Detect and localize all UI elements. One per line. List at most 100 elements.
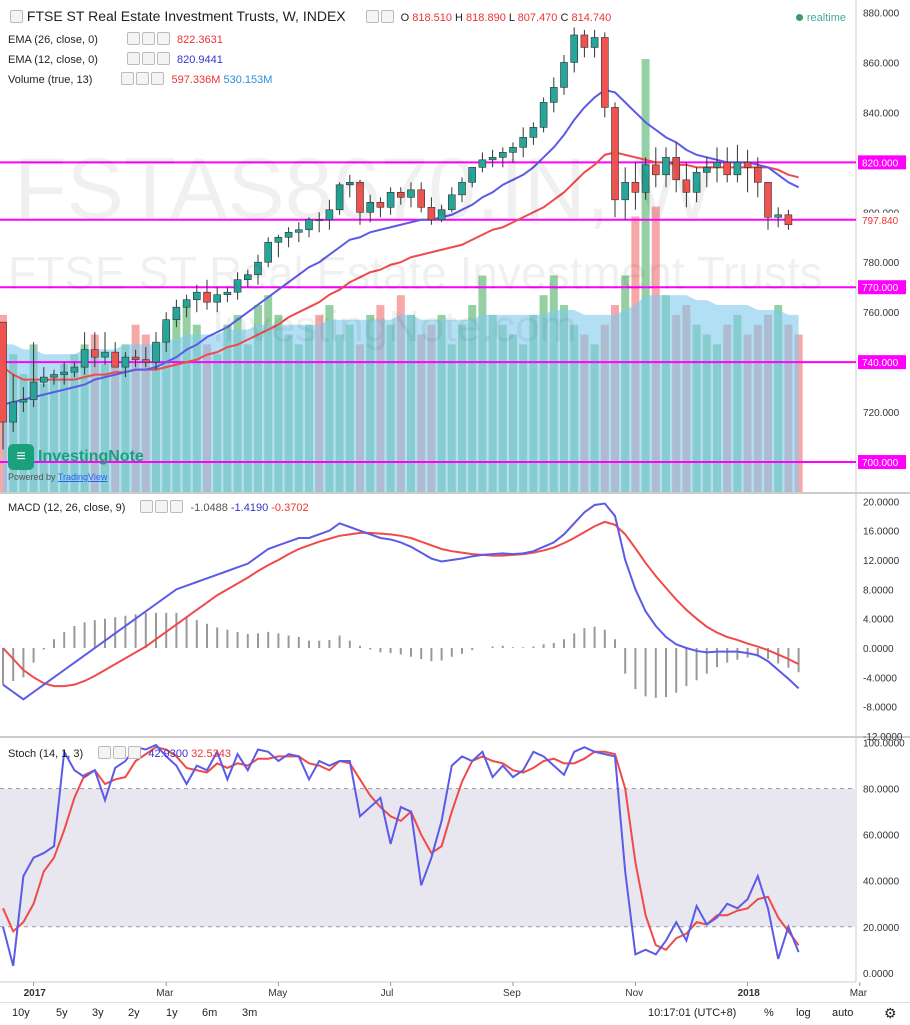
volume-bar <box>641 59 650 492</box>
price-tick-label: 880.000 <box>863 8 900 19</box>
candle-body <box>162 319 170 343</box>
candle-body <box>590 37 599 48</box>
range-3m-button[interactable]: 3m <box>242 1007 258 1019</box>
stoch-tick-label: 100.0000 <box>863 739 905 750</box>
candle-body <box>305 219 313 231</box>
gear-icon[interactable] <box>155 500 169 513</box>
time-tick-label: Sep <box>503 988 521 999</box>
eye-icon[interactable] <box>126 52 140 65</box>
candle-body <box>580 34 589 48</box>
candle-body <box>315 219 324 222</box>
investingnote-logo[interactable]: ≡ InvestingNote Powered by TradingView <box>8 444 144 482</box>
macd-signal-line <box>2 520 800 688</box>
candle-body <box>366 201 375 213</box>
gear-icon[interactable] <box>113 746 127 759</box>
close-icon[interactable] <box>156 32 170 45</box>
range-2y-button[interactable]: 2y <box>128 1007 140 1019</box>
level-label-bg <box>858 280 906 295</box>
candle-body <box>600 37 609 108</box>
level-label-bg <box>858 355 906 370</box>
ema26-legend[interactable]: EMA (26, close, 0) 822.3631 <box>8 32 223 46</box>
candle-body <box>702 167 711 173</box>
ohlc-open: 818.510 <box>412 12 452 24</box>
candle-body <box>345 182 354 186</box>
collapse-icon[interactable] <box>10 10 23 23</box>
ohlc-l-label: L <box>508 12 515 24</box>
candle-body <box>91 349 99 358</box>
ohlc-high: 818.890 <box>466 12 506 24</box>
stoch-d-value: 32.5343 <box>191 748 231 760</box>
powered-prefix: Powered by <box>8 472 58 482</box>
eye-icon[interactable] <box>140 500 154 513</box>
candle-body <box>478 159 487 168</box>
macd-tick-label: -4.0000 <box>863 673 897 684</box>
candle-body <box>713 162 721 168</box>
candle-body <box>427 206 436 221</box>
candle-body <box>70 366 79 373</box>
level-label-bg <box>858 212 906 227</box>
macd-tick-label: -12.0000 <box>863 732 903 743</box>
gear-icon[interactable] <box>380 10 394 23</box>
candle-body <box>529 127 538 138</box>
tradingview-link[interactable]: TradingView <box>57 472 108 482</box>
macd-tick-label: 20.0000 <box>863 497 900 508</box>
gear-icon[interactable] <box>141 32 155 45</box>
volume-legend[interactable]: Volume (true, 13) 597.336M 530.153M <box>8 72 272 86</box>
gear-icon[interactable] <box>141 52 155 65</box>
macd-line <box>2 502 800 701</box>
settings-gear-icon[interactable]: ⚙ <box>884 1005 897 1021</box>
close-icon[interactable] <box>170 500 184 513</box>
range-6m-button[interactable]: 6m <box>202 1007 218 1019</box>
auto-scale-button[interactable]: auto <box>832 1007 854 1019</box>
stoch-band <box>0 788 856 927</box>
candle-body <box>549 87 558 103</box>
eye-icon[interactable] <box>121 72 135 85</box>
volume-ma-value: 530.153M <box>223 74 273 86</box>
eye-icon[interactable] <box>126 32 140 45</box>
candle-body <box>498 152 507 158</box>
candle-body <box>743 162 752 168</box>
eye-icon[interactable] <box>98 746 112 759</box>
macd-tick-label: 0.0000 <box>863 644 894 655</box>
range-5y-button[interactable]: 5y <box>56 1007 68 1019</box>
candle-body <box>437 209 446 221</box>
candle-body <box>19 399 28 403</box>
candle-body <box>723 162 732 176</box>
close-icon[interactable] <box>156 52 170 65</box>
macd-legend[interactable]: MACD (12, 26, close, 9) -1.0488 -1.4190 … <box>8 500 309 514</box>
log-scale-button[interactable]: log <box>796 1007 811 1019</box>
percent-scale-button[interactable]: % <box>764 1007 774 1019</box>
candle-body <box>458 182 466 196</box>
bottom-toolbar: 10y 5y 3y 2y 1y 6m 3m 10:17:01 (UTC+8) %… <box>0 1002 910 1025</box>
stoch-tick-label: 20.0000 <box>863 923 900 934</box>
candle-body <box>9 401 17 423</box>
range-1y-button[interactable]: 1y <box>166 1007 178 1019</box>
candle-body <box>682 179 691 193</box>
candle-body <box>672 157 681 181</box>
price-tick-label: 860.000 <box>863 58 900 69</box>
close-icon[interactable] <box>128 746 142 759</box>
gear-icon[interactable] <box>136 72 150 85</box>
candle-body <box>509 147 517 153</box>
powered-by: Powered by TradingView <box>8 472 144 482</box>
main-legend[interactable]: FTSE ST Real Estate Investment Trusts, W… <box>8 8 611 24</box>
close-icon[interactable] <box>151 72 165 85</box>
level-label: 797.840 <box>862 216 899 227</box>
time-tick-label: 2017 <box>24 988 47 999</box>
ema12-legend[interactable]: EMA (12, close, 0) 820.9441 <box>8 52 223 66</box>
candle-body <box>488 157 497 161</box>
candle-body <box>131 356 140 360</box>
macd-value: -1.4190 <box>230 502 269 514</box>
range-10y-button[interactable]: 10y <box>12 1007 30 1019</box>
realtime-label: realtime <box>806 12 846 24</box>
candle-body <box>356 182 364 213</box>
candle-body <box>223 291 232 296</box>
candle-body <box>753 167 762 183</box>
status-dot-icon <box>795 14 803 21</box>
candle-body <box>213 294 221 303</box>
range-3y-button[interactable]: 3y <box>92 1007 104 1019</box>
stoch-legend[interactable]: Stoch (14, 1, 3) 42.9300 32.5343 <box>8 746 231 760</box>
eye-icon[interactable] <box>365 10 379 23</box>
macd-signal-value: -0.3702 <box>271 502 309 514</box>
